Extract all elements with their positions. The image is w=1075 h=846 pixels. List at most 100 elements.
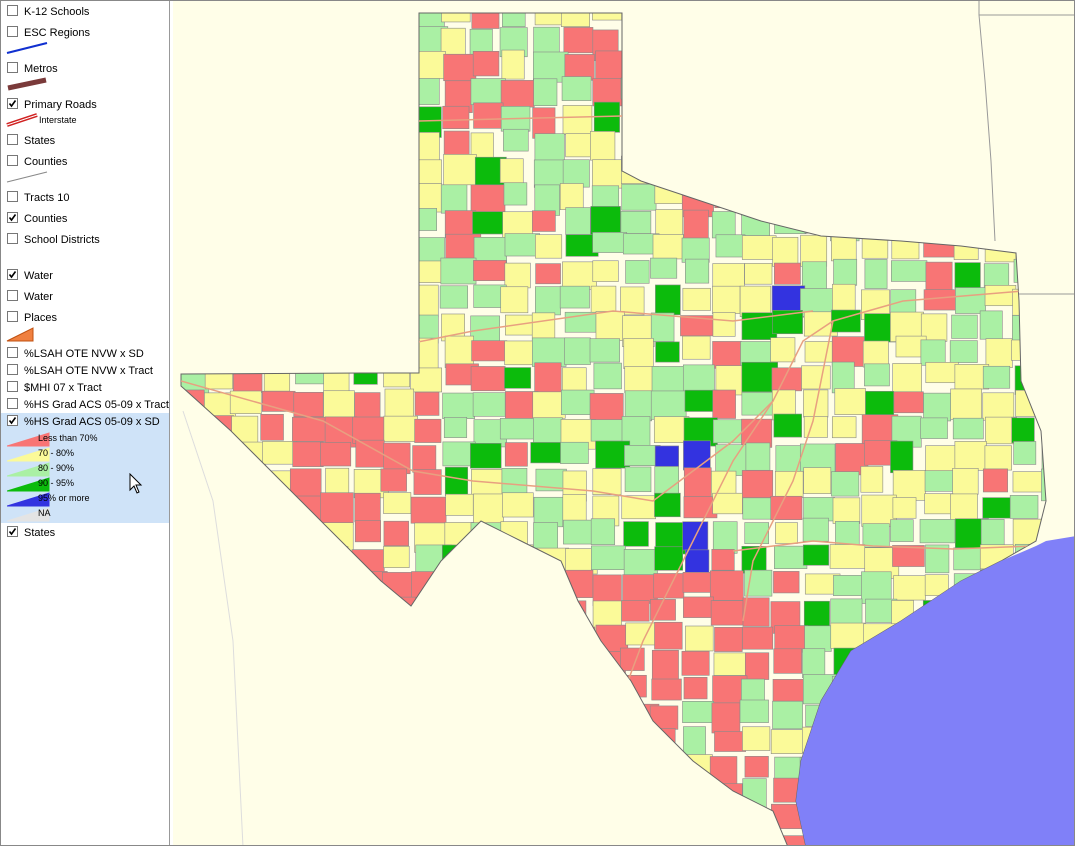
- school-district[interactable]: [444, 210, 477, 239]
- school-district[interactable]: [592, 232, 628, 253]
- school-district[interactable]: [500, 286, 529, 314]
- school-district[interactable]: [442, 392, 475, 419]
- school-district[interactable]: [741, 391, 774, 416]
- school-district[interactable]: [559, 183, 584, 210]
- school-district[interactable]: [504, 367, 532, 389]
- layer-row[interactable]: %LSAH OTE NVW x Tract: [7, 363, 153, 379]
- school-district[interactable]: [471, 1, 500, 29]
- school-district[interactable]: [831, 471, 860, 497]
- layer-row[interactable]: %HS Grad ACS 05-09 x Tract: [7, 397, 169, 413]
- school-district[interactable]: [589, 393, 624, 425]
- school-district[interactable]: [742, 626, 774, 650]
- school-district[interactable]: [890, 440, 914, 474]
- school-district[interactable]: [443, 417, 468, 438]
- school-district[interactable]: [383, 520, 409, 547]
- school-district[interactable]: [742, 726, 771, 751]
- school-district[interactable]: [623, 521, 649, 547]
- school-district[interactable]: [530, 442, 564, 464]
- school-district[interactable]: [773, 571, 800, 594]
- school-district[interactable]: [440, 184, 468, 214]
- school-district[interactable]: [591, 545, 626, 571]
- school-district[interactable]: [982, 468, 1008, 493]
- school-district[interactable]: [471, 340, 508, 362]
- layer-row[interactable]: Tracts 10: [7, 190, 69, 206]
- school-district[interactable]: [654, 621, 683, 650]
- school-district[interactable]: [865, 390, 895, 419]
- school-district[interactable]: [774, 835, 809, 846]
- school-district[interactable]: [891, 260, 928, 282]
- school-district[interactable]: [592, 78, 624, 107]
- school-district[interactable]: [442, 441, 476, 467]
- layer-row[interactable]: Counties: [7, 211, 67, 227]
- checkbox[interactable]: [7, 155, 18, 166]
- school-district[interactable]: [620, 286, 645, 316]
- school-district[interactable]: [770, 495, 803, 520]
- school-district[interactable]: [774, 625, 809, 653]
- school-district[interactable]: [562, 159, 590, 188]
- school-district[interactable]: [683, 209, 709, 241]
- school-district[interactable]: [320, 442, 352, 467]
- school-district[interactable]: [892, 497, 917, 519]
- school-district[interactable]: [590, 131, 616, 161]
- school-district[interactable]: [712, 285, 741, 314]
- school-district[interactable]: [744, 652, 770, 680]
- school-district[interactable]: [774, 470, 804, 498]
- school-district[interactable]: [443, 154, 477, 186]
- school-district[interactable]: [803, 600, 830, 629]
- school-district[interactable]: [861, 571, 892, 604]
- school-district[interactable]: [654, 546, 684, 571]
- school-district[interactable]: [470, 78, 506, 105]
- school-district[interactable]: [1013, 441, 1037, 465]
- school-district[interactable]: [952, 417, 984, 440]
- school-district[interactable]: [624, 466, 652, 493]
- school-district[interactable]: [354, 392, 381, 420]
- school-district[interactable]: [504, 233, 540, 257]
- layer-row[interactable]: School Districts: [7, 232, 100, 248]
- school-district[interactable]: [592, 1, 622, 21]
- school-district[interactable]: [651, 649, 679, 683]
- school-district[interactable]: [383, 415, 418, 442]
- checkbox[interactable]: [7, 26, 18, 37]
- school-district[interactable]: [444, 466, 469, 496]
- school-district[interactable]: [920, 417, 948, 439]
- school-district[interactable]: [443, 130, 470, 158]
- school-district[interactable]: [712, 521, 738, 554]
- school-district[interactable]: [831, 336, 865, 367]
- layer-row[interactable]: States: [7, 133, 55, 149]
- school-district[interactable]: [685, 625, 714, 652]
- school-district[interactable]: [774, 262, 801, 285]
- checkbox[interactable]: [7, 98, 18, 109]
- school-district[interactable]: [744, 263, 773, 285]
- school-district[interactable]: [562, 105, 593, 135]
- school-district[interactable]: [320, 492, 354, 525]
- school-district[interactable]: [472, 211, 505, 235]
- school-district[interactable]: [715, 234, 746, 258]
- checkbox[interactable]: [7, 62, 18, 73]
- school-district[interactable]: [770, 729, 805, 754]
- school-district[interactable]: [561, 76, 592, 101]
- school-district[interactable]: [590, 285, 617, 316]
- school-district[interactable]: [711, 549, 735, 571]
- school-district[interactable]: [470, 443, 502, 469]
- school-district[interactable]: [621, 183, 657, 211]
- school-district[interactable]: [685, 549, 710, 575]
- school-district[interactable]: [625, 260, 650, 284]
- school-district[interactable]: [681, 237, 710, 263]
- school-district[interactable]: [739, 285, 772, 317]
- school-district[interactable]: [772, 679, 808, 702]
- school-district[interactable]: [925, 544, 950, 574]
- school-district[interactable]: [683, 726, 706, 759]
- school-district[interactable]: [595, 311, 625, 341]
- school-district[interactable]: [771, 367, 802, 392]
- school-district[interactable]: [650, 312, 675, 342]
- school-district[interactable]: [592, 574, 622, 607]
- school-district[interactable]: [499, 418, 537, 440]
- school-district[interactable]: [801, 261, 827, 293]
- school-district[interactable]: [681, 650, 710, 676]
- school-district[interactable]: [980, 519, 1005, 547]
- school-district[interactable]: [442, 105, 470, 130]
- school-district[interactable]: [741, 678, 765, 702]
- school-district[interactable]: [534, 1, 565, 26]
- school-district[interactable]: [953, 547, 984, 571]
- checkbox[interactable]: [7, 5, 18, 16]
